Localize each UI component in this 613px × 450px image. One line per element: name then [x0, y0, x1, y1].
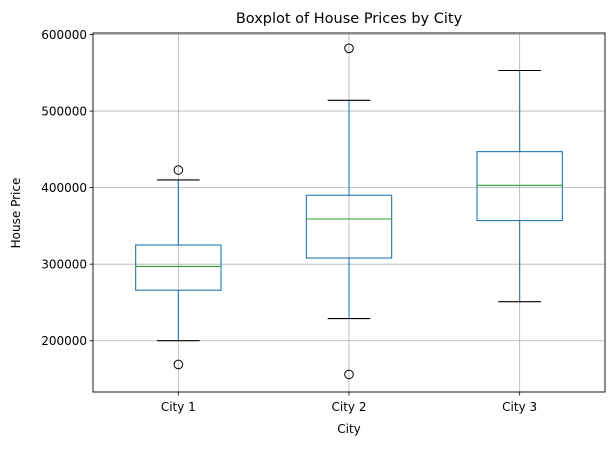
- x-axis: City 1 City 2 City 3: [161, 392, 537, 414]
- grid-lines: [93, 33, 605, 392]
- y-axis: 200000 300000 400000 500000 600000: [41, 28, 93, 348]
- box-group-city-1: [135, 165, 222, 370]
- outlier-point: [344, 43, 354, 54]
- y-axis-label: House Price: [9, 178, 23, 249]
- box: [476, 151, 563, 222]
- box: [305, 194, 393, 259]
- y-tick-label: 300000: [41, 258, 87, 272]
- box: [135, 244, 222, 291]
- x-tick-label: City 3: [502, 400, 537, 414]
- outlier-point: [173, 165, 184, 175]
- x-axis-label: City: [337, 422, 361, 436]
- box-group-city-2: [305, 43, 393, 380]
- y-tick-label: 600000: [41, 28, 87, 42]
- y-tick-label: 500000: [41, 105, 87, 119]
- plot-area: [135, 43, 563, 380]
- box-group-city-3: [476, 69, 563, 303]
- outlier-point: [173, 359, 184, 370]
- x-tick-label: City 1: [161, 400, 196, 414]
- y-tick-label: 200000: [41, 334, 87, 348]
- x-tick-label: City 2: [332, 400, 367, 414]
- chart-title: Boxplot of House Prices by City: [236, 11, 463, 27]
- y-tick-label: 400000: [41, 181, 87, 195]
- outlier-point: [344, 369, 354, 380]
